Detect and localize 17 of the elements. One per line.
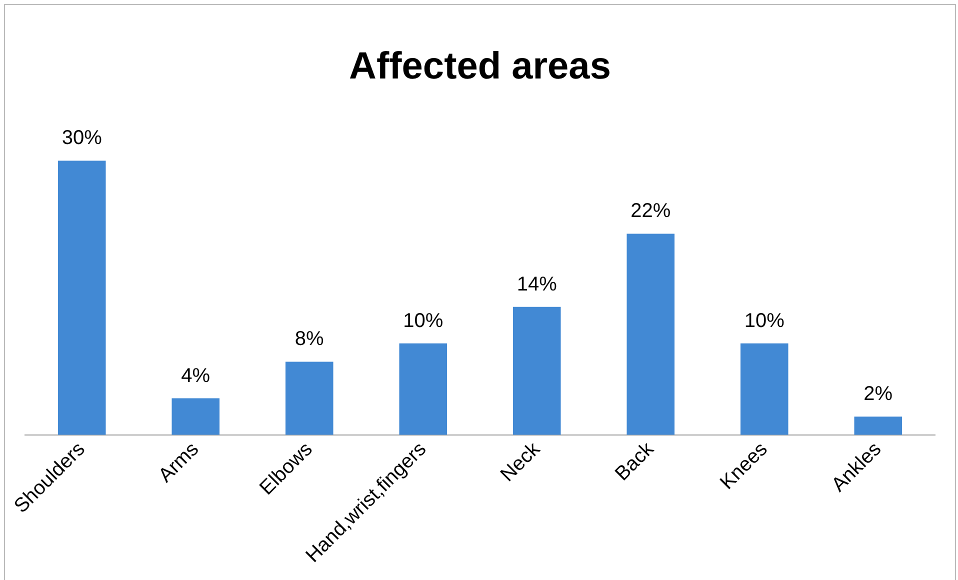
bar (626, 234, 675, 435)
bar (285, 362, 334, 435)
bar (58, 160, 106, 435)
chart-title: Affected areas (349, 45, 611, 88)
bar (854, 416, 902, 435)
data-label: 4% (181, 364, 210, 387)
data-label: 22% (630, 200, 671, 222)
bar (399, 343, 448, 435)
data-label: 10% (403, 310, 444, 332)
data-label: 2% (864, 383, 893, 406)
bar (172, 398, 220, 435)
data-label: 14% (516, 273, 558, 296)
data-label: 8% (294, 328, 324, 350)
data-label: 10% (744, 310, 785, 332)
bar (512, 306, 561, 435)
data-label: 30% (62, 127, 102, 150)
bar (740, 343, 788, 435)
